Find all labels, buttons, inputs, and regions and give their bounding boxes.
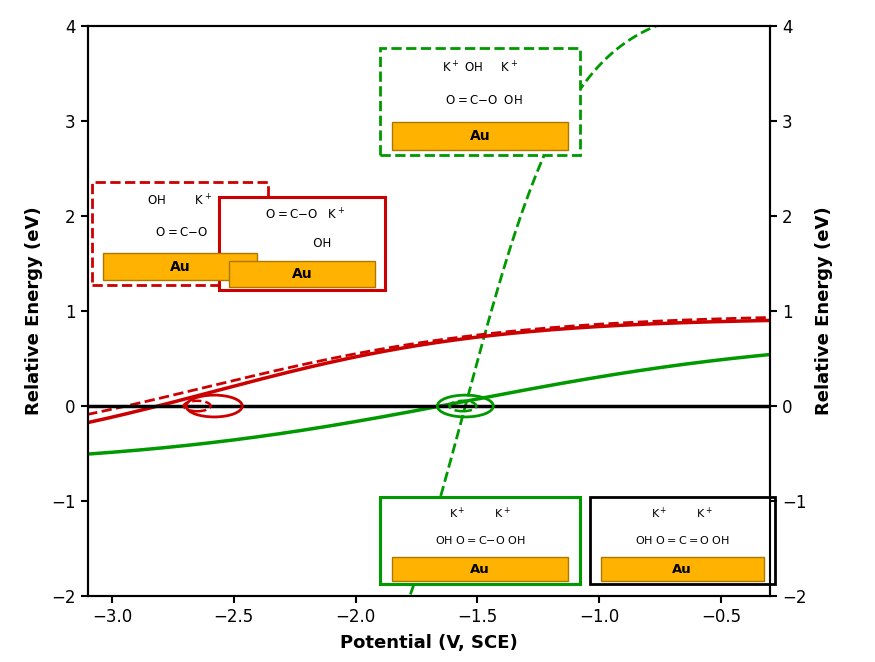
Y-axis label: Relative Energy (eV): Relative Energy (eV) <box>815 207 833 416</box>
Text: Au: Au <box>672 563 692 576</box>
Text: O$=$C$-$O  OH: O$=$C$-$O OH <box>438 95 522 107</box>
Bar <box>103 253 257 281</box>
Text: Au: Au <box>170 260 191 273</box>
FancyBboxPatch shape <box>93 182 268 285</box>
Text: K$^+$        K$^+$: K$^+$ K$^+$ <box>449 506 511 521</box>
Text: K$^+$ OH     K$^+$: K$^+$ OH K$^+$ <box>442 60 518 75</box>
Text: OH        K$^+$: OH K$^+$ <box>147 193 213 209</box>
Text: O$=$C$-$O   K$^+$: O$=$C$-$O K$^+$ <box>258 207 346 222</box>
Text: K$^+$        K$^+$: K$^+$ K$^+$ <box>651 506 713 521</box>
FancyBboxPatch shape <box>590 497 775 585</box>
Bar <box>601 557 764 581</box>
Text: OH O$=$C$-$O OH: OH O$=$C$-$O OH <box>435 534 525 546</box>
Text: Au: Au <box>470 129 490 143</box>
Text: OH O$=$C$=$O OH: OH O$=$C$=$O OH <box>635 534 730 546</box>
Text: Au: Au <box>291 267 312 281</box>
FancyBboxPatch shape <box>380 497 580 585</box>
Text: OH: OH <box>272 237 332 250</box>
Bar <box>392 557 568 581</box>
Text: Au: Au <box>470 563 490 576</box>
X-axis label: Potential (V, SCE): Potential (V, SCE) <box>340 634 518 652</box>
FancyBboxPatch shape <box>219 197 385 290</box>
Text: O$=$C$-$O: O$=$C$-$O <box>152 226 208 240</box>
Bar <box>392 122 568 150</box>
Bar <box>229 261 374 287</box>
Y-axis label: Relative Energy (eV): Relative Energy (eV) <box>24 207 43 416</box>
FancyBboxPatch shape <box>380 48 580 155</box>
